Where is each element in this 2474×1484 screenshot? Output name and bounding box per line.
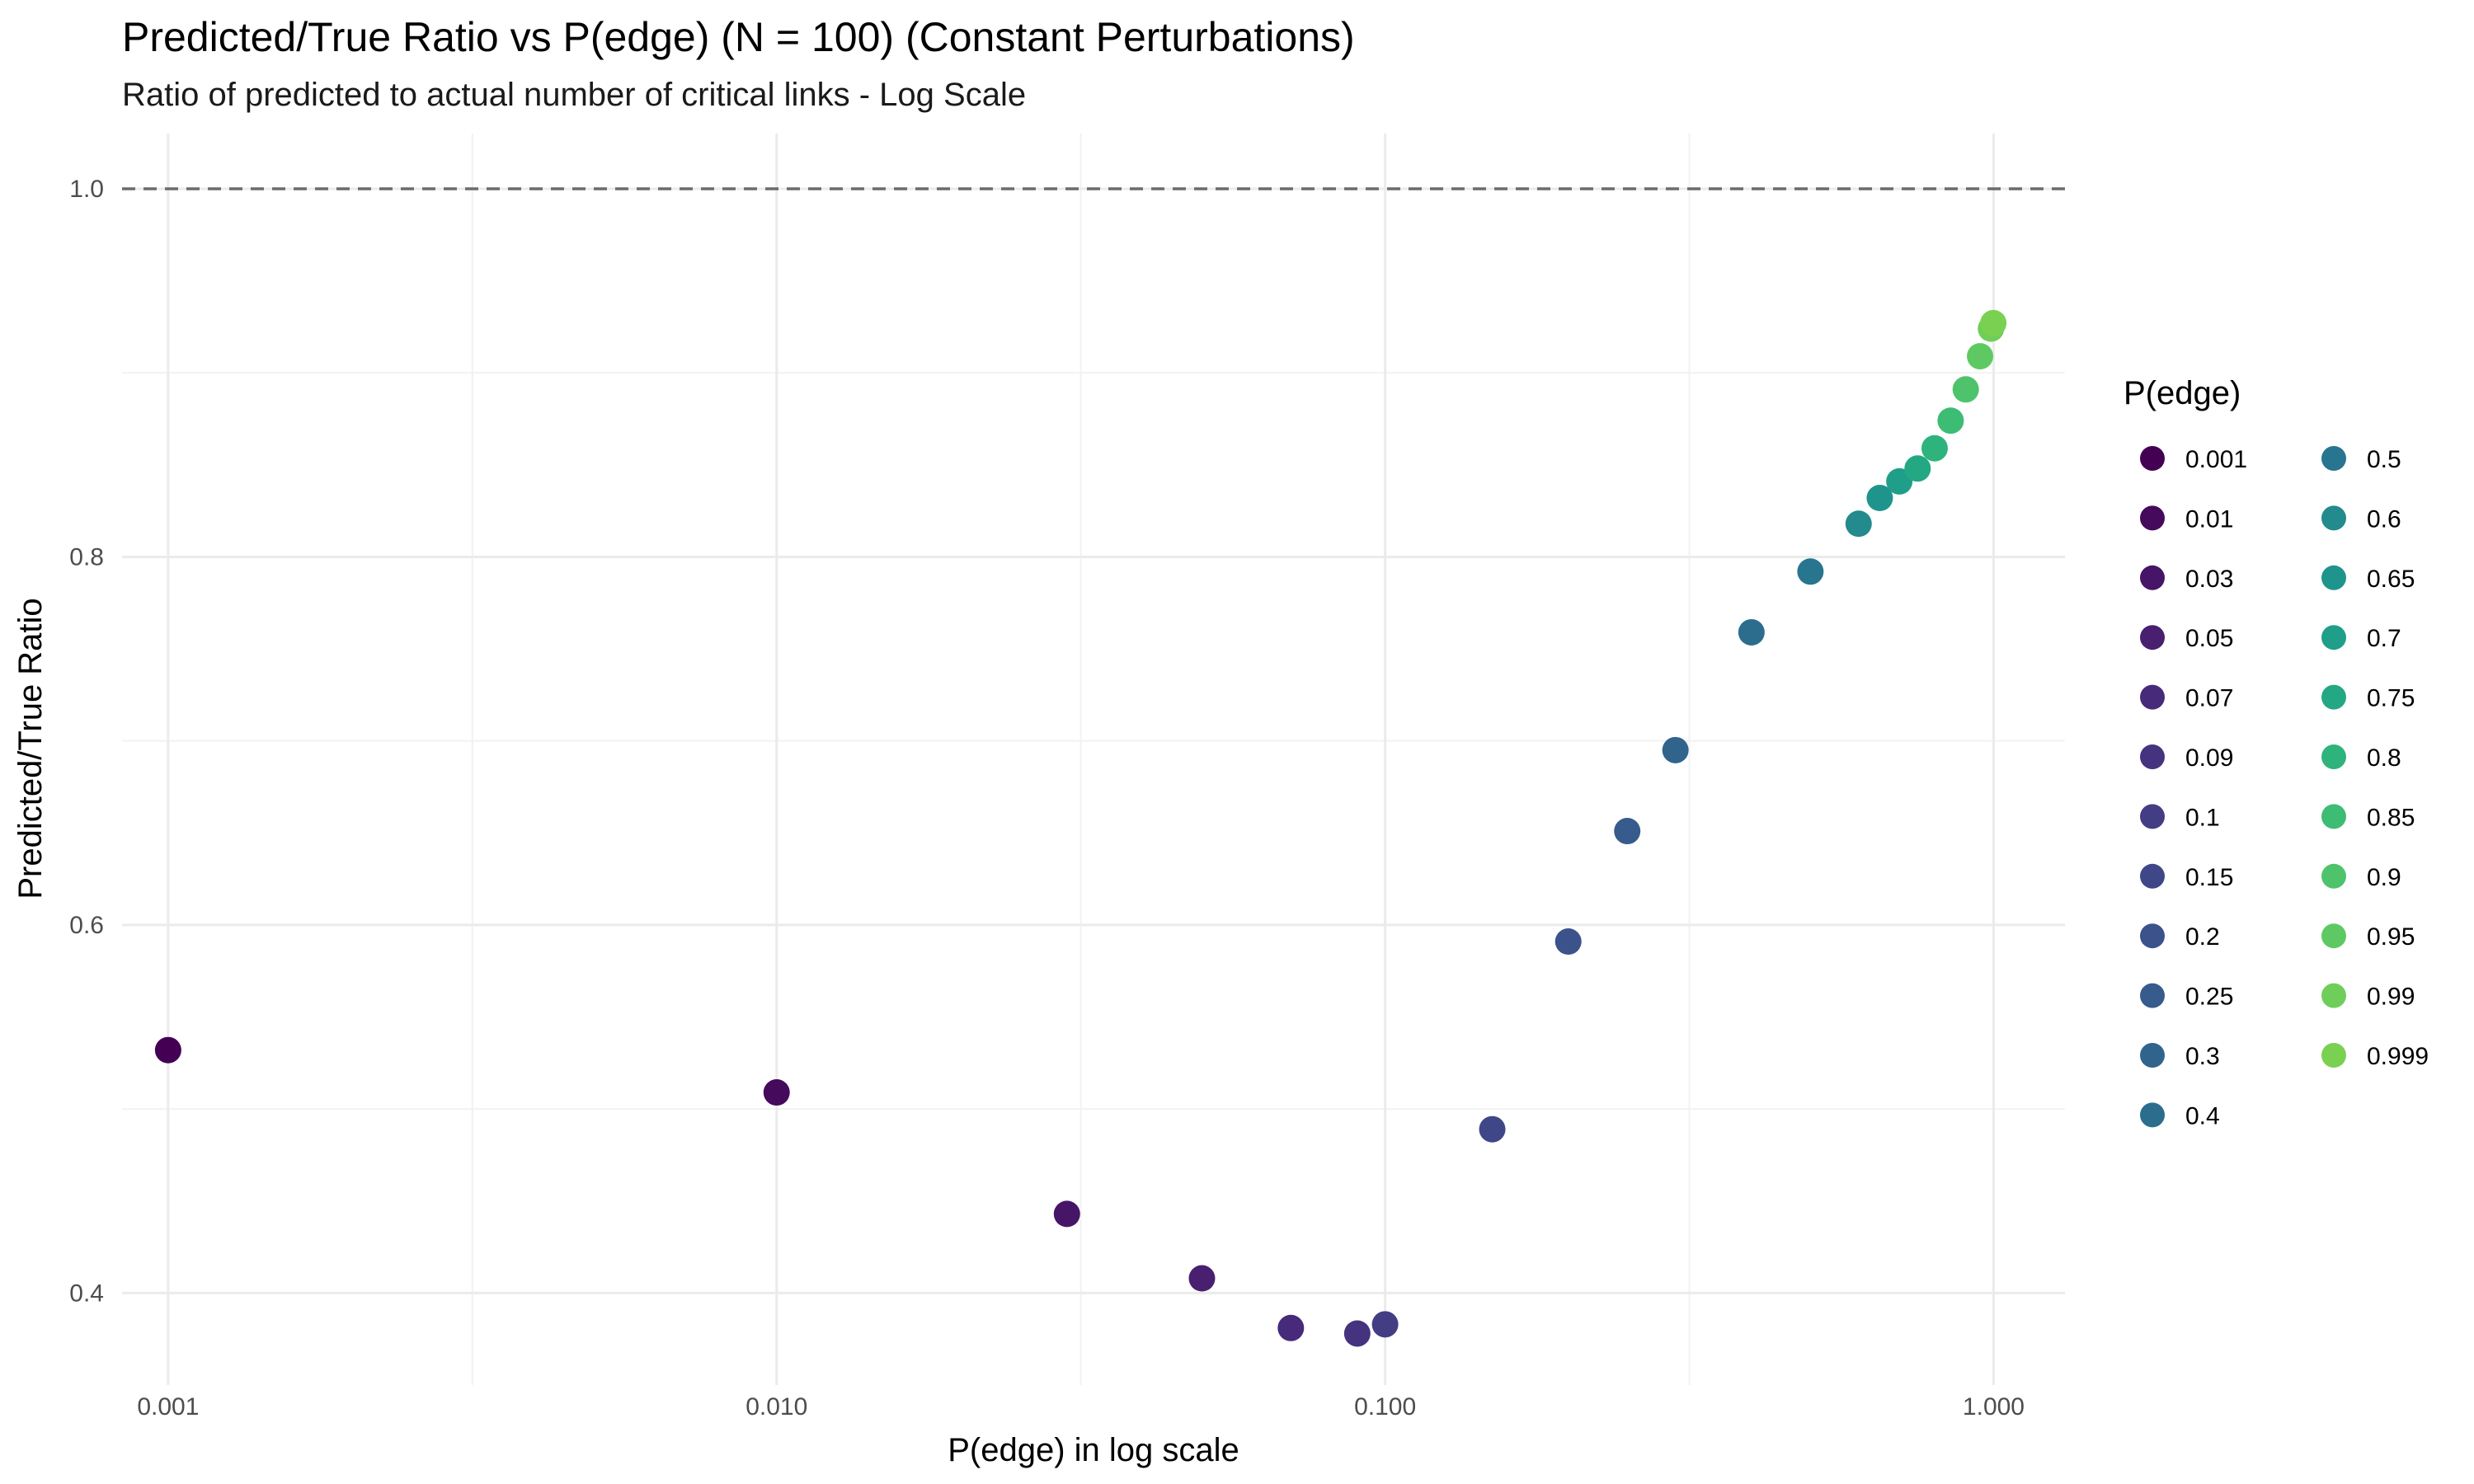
legend-swatch [2321, 684, 2346, 710]
legend-label: 0.3 [2185, 1043, 2220, 1070]
legend-title: P(edge) [2124, 375, 2241, 411]
x-tick-label: 0.100 [1354, 1393, 1416, 1421]
data-point [1662, 736, 1689, 763]
grid [122, 134, 2065, 1385]
legend-label: 0.001 [2185, 446, 2247, 473]
legend-label: 0.03 [2185, 566, 2233, 593]
legend-swatch [2140, 505, 2165, 531]
legend-label: 0.95 [2367, 923, 2415, 951]
legend-swatch [2140, 983, 2165, 1008]
data-point [1967, 343, 1994, 370]
data-point [1277, 1314, 1305, 1341]
x-tick-label: 0.001 [137, 1393, 199, 1421]
data-point [1904, 455, 1931, 482]
legend-swatch [2140, 744, 2165, 769]
legend-label: 0.999 [2367, 1043, 2429, 1070]
data-point [1614, 818, 1641, 845]
legend-label: 0.8 [2367, 744, 2401, 772]
legend-entries: 0.001 0.01 0.03 0.05 0.07 0.09 0.1 0.15 0.2 0.25 0… [2140, 446, 2429, 1129]
y-tick-label: 1.0 [69, 176, 104, 203]
legend-swatch [2321, 1043, 2346, 1068]
legend-label: 0.25 [2185, 984, 2233, 1011]
legend-swatch [2321, 625, 2346, 650]
legend-swatch [2140, 863, 2165, 889]
legend-swatch [2321, 505, 2346, 531]
legend-label: 0.6 [2367, 505, 2401, 533]
data-point [154, 1036, 181, 1064]
x-axis-title: P(edge) in log scale [948, 1432, 1239, 1468]
legend-swatch [2140, 1102, 2165, 1128]
legend-swatch [2140, 625, 2165, 650]
legend-label: 0.2 [2185, 923, 2220, 951]
data-point [1554, 928, 1582, 956]
x-tick-label: 0.010 [745, 1393, 807, 1421]
legend-label: 0.15 [2185, 864, 2233, 891]
legend-label: 0.1 [2185, 804, 2220, 831]
x-tick-label: 1.000 [1963, 1393, 2025, 1421]
legend-label: 0.75 [2367, 685, 2415, 712]
legend-label: 0.9 [2367, 864, 2401, 891]
legend-label: 0.09 [2185, 744, 2233, 772]
data-point [1797, 558, 1824, 585]
data-point [1866, 485, 1893, 512]
legend-swatch [2321, 744, 2346, 769]
axis-ticks: 0.001 0.010 0.100 1.000 0.4 0.6 0.8 1.0 [69, 176, 2025, 1421]
chart-title: Predicted/True Ratio vs P(edge) (N = 100… [122, 14, 1355, 60]
legend-label: 0.85 [2367, 804, 2415, 831]
legend-label: 0.65 [2367, 566, 2415, 593]
legend-label: 0.07 [2185, 685, 2233, 712]
legend-swatch [2321, 863, 2346, 889]
chart-subtitle: Ratio of predicted to actual number of c… [122, 77, 1026, 113]
legend-swatch [2140, 1043, 2165, 1068]
legend-label: 0.4 [2185, 1102, 2220, 1129]
data-point [763, 1079, 790, 1106]
y-tick-label: 0.6 [69, 912, 104, 939]
legend-swatch [2140, 565, 2165, 590]
legend-swatch [2321, 923, 2346, 949]
legend-label: 0.01 [2185, 505, 2233, 533]
legend-swatch [2140, 446, 2165, 471]
legend-swatch [2321, 565, 2346, 590]
data-point [1845, 510, 1872, 538]
data-point [1053, 1200, 1080, 1228]
legend: P(edge) 0.001 0.01 0.03 0.05 0.07 0.09 0.1 0.15… [2124, 375, 2429, 1129]
data-points [154, 309, 2007, 1347]
legend-label: 0.05 [2185, 625, 2233, 652]
data-point [1937, 407, 1964, 434]
legend-swatch [2321, 446, 2346, 471]
legend-swatch [2321, 804, 2346, 829]
data-point [1921, 434, 1948, 462]
legend-label: 0.99 [2367, 984, 2415, 1011]
data-point [1188, 1265, 1216, 1292]
data-point [1738, 618, 1765, 646]
y-axis-title: Predicted/True Ratio [12, 598, 49, 899]
legend-swatch [2140, 923, 2165, 949]
y-tick-label: 0.8 [69, 543, 104, 571]
legend-label: 0.5 [2367, 446, 2401, 473]
y-tick-label: 0.4 [69, 1280, 104, 1307]
data-point [1343, 1320, 1371, 1347]
data-point [1980, 309, 2007, 336]
legend-label: 0.7 [2367, 625, 2401, 652]
data-point [1371, 1311, 1399, 1338]
data-point [1952, 376, 1979, 403]
data-point [1886, 467, 1913, 495]
legend-swatch [2321, 983, 2346, 1008]
legend-swatch [2140, 684, 2165, 710]
legend-swatch [2140, 804, 2165, 829]
data-point [1479, 1115, 1506, 1143]
